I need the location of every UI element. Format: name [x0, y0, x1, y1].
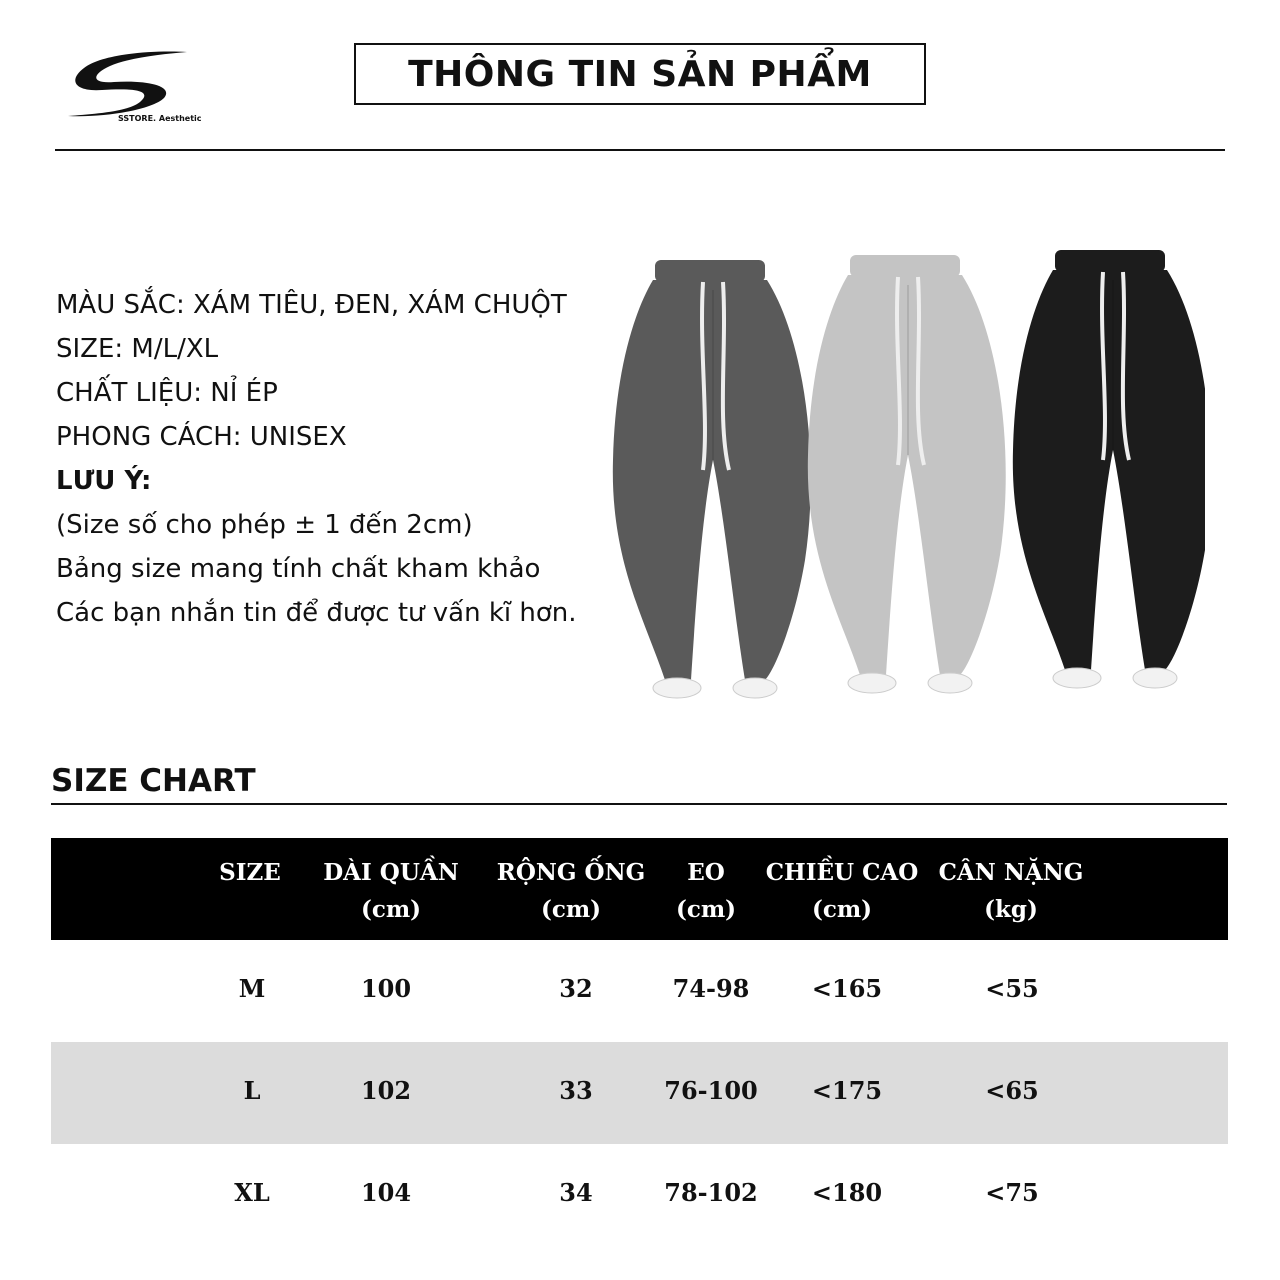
- table-header: SIZE DÀI QUẦN (cm) RỘNG ỐNG (cm) EO (cm) CH…: [51, 838, 1228, 940]
- note-line: Các bạn nhắn tin để được tư vấn kĩ hơn.: [56, 598, 577, 628]
- header-waist: EO (cm): [675, 859, 737, 923]
- size-chart-title: SIZE CHART: [51, 763, 256, 799]
- table-row: L 102 33 76-100 <175 <65: [51, 1042, 1228, 1144]
- table-cell: <175: [811, 1076, 883, 1105]
- note-line: Bảng size mang tính chất kham khảo: [56, 554, 541, 584]
- info-colors: MÀU SẮC: XÁM TIÊU, ĐEN, XÁM CHUỘT: [56, 290, 567, 320]
- table-cell: 76-100: [664, 1076, 758, 1105]
- table-cell: <75: [985, 1178, 1039, 1207]
- table-row: M 100 32 74-98 <165 <55: [51, 940, 1228, 1042]
- table-cell: 74-98: [672, 974, 750, 1003]
- logo-text: SSTORE. Aesthetic: [118, 114, 202, 123]
- table-cell: <165: [811, 974, 883, 1003]
- divider: [51, 803, 1227, 805]
- brand-logo: [68, 51, 187, 117]
- table-cell: 34: [559, 1178, 593, 1207]
- table-cell: 33: [559, 1076, 593, 1105]
- product-image: [612, 250, 1205, 699]
- page-title: THÔNG TIN SẢN PHẨM: [354, 43, 926, 105]
- table-row: XL 104 34 78-102 <180 <75: [51, 1144, 1228, 1246]
- header-weight: CÂN NẶNG (kg): [938, 859, 1084, 923]
- product-info: MÀU SẮC: XÁM TIÊU, ĐEN, XÁM CHUỘT SIZE: …: [56, 283, 577, 635]
- table-cell: <55: [985, 974, 1039, 1003]
- size-table: SIZE DÀI QUẦN (cm) RỘNG ỐNG (cm) EO (cm) CH…: [51, 838, 1228, 1246]
- table-cell: 78-102: [664, 1178, 758, 1207]
- pants-image: [612, 260, 811, 699]
- pants-image: [807, 255, 1006, 694]
- table-cell: XL: [234, 1178, 270, 1207]
- table-cell: 102: [360, 1076, 412, 1105]
- table-cell: 32: [559, 974, 593, 1003]
- table-cell: 104: [360, 1178, 412, 1207]
- table-cell: <180: [811, 1178, 883, 1207]
- table-cell: M: [238, 974, 266, 1003]
- divider: [55, 149, 1225, 151]
- info-material: CHẤT LIỆU: NỈ ÉP: [56, 378, 278, 408]
- note-line: (Size số cho phép ± 1 đến 2cm): [56, 510, 473, 540]
- header-length: DÀI QUẦN (cm): [323, 859, 459, 923]
- header-leg-width: RỘNG ỐNG (cm): [496, 859, 646, 923]
- header-size: SIZE: [219, 859, 281, 886]
- pants-image: [1012, 250, 1205, 689]
- table-cell: 100: [360, 974, 412, 1003]
- note-label: LƯU Ý:: [56, 466, 152, 496]
- info-size: SIZE: M/L/XL: [56, 334, 219, 364]
- table-cell: <65: [985, 1076, 1039, 1105]
- info-style: PHONG CÁCH: UNISEX: [56, 422, 347, 452]
- table-cell: L: [243, 1076, 261, 1105]
- header-height: CHIỀU CAO (cm): [765, 859, 919, 923]
